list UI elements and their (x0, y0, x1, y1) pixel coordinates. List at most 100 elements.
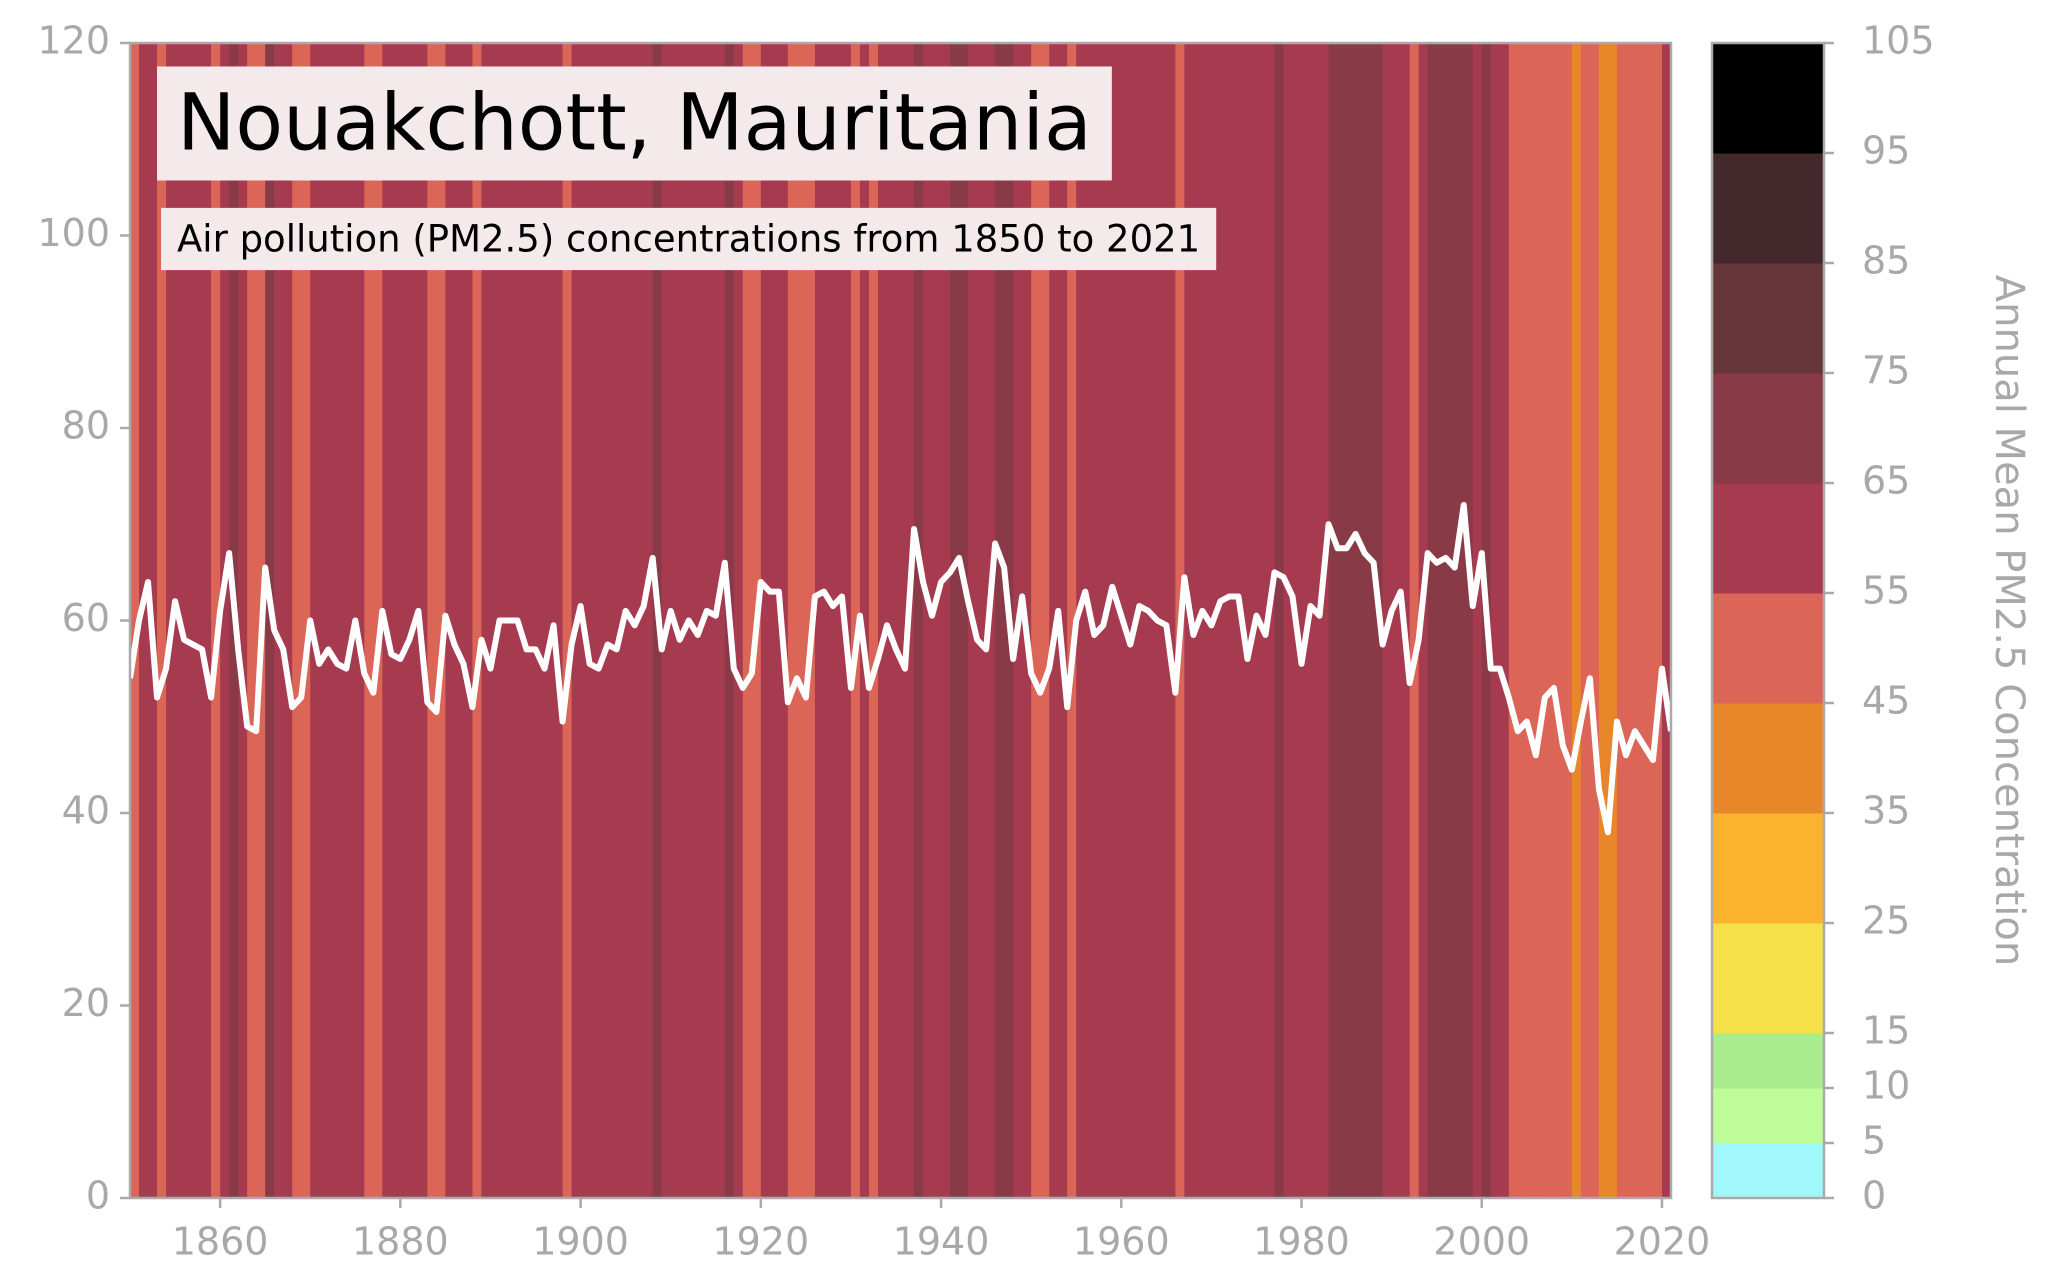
stripe (1076, 43, 1086, 1198)
stripe (373, 43, 383, 1198)
stripe (283, 43, 293, 1198)
y-tick-label: 120 (37, 19, 110, 63)
stripe (679, 43, 690, 1198)
stripe (1337, 43, 1348, 1198)
stripe (1409, 43, 1420, 1198)
stripe (184, 43, 194, 1198)
stripe (1671, 43, 1681, 1198)
stripe (544, 43, 555, 1198)
stripe (1526, 43, 1537, 1198)
stripe (1454, 43, 1465, 1198)
stripe (1346, 43, 1357, 1198)
colorbar-frame (1710, 41, 1826, 1200)
colorbar-segment (1712, 483, 1824, 594)
stripe (1166, 43, 1176, 1198)
stripe (238, 43, 248, 1198)
stripe (562, 43, 573, 1198)
stripe (1058, 43, 1068, 1198)
y-tick-label: 20 (62, 981, 110, 1025)
stripe (130, 43, 140, 1198)
stripe (193, 43, 203, 1198)
stripe (950, 43, 960, 1198)
stripe (1094, 43, 1104, 1198)
stripe (1427, 43, 1438, 1198)
stripe (895, 43, 906, 1198)
stripe (607, 43, 618, 1198)
stripe (787, 43, 798, 1198)
stripe (211, 43, 221, 1198)
x-tick-label: 1860 (172, 1220, 269, 1264)
colorbar-segment (1712, 1088, 1824, 1144)
stripe (1634, 43, 1645, 1198)
chart-subtitle: Air pollution (PM2.5) concentrations fro… (177, 218, 1200, 261)
chart-subtitle-box (161, 207, 1217, 271)
stripe (454, 43, 465, 1198)
stripe (463, 43, 474, 1198)
stripe (941, 43, 951, 1198)
stripe (427, 43, 437, 1198)
colorbar-tick-label: 85 (1862, 239, 1910, 283)
stripe (436, 43, 447, 1198)
stripe (1445, 43, 1456, 1198)
colorbar-segment (1712, 43, 1824, 154)
x-tick-label: 1920 (712, 1220, 809, 1264)
stripe (1544, 43, 1555, 1198)
colorbar-tick-label: 75 (1862, 349, 1910, 393)
stripe (1121, 43, 1131, 1198)
stripe (445, 43, 456, 1198)
colorbar-tick-label: 15 (1862, 1009, 1910, 1053)
stripe (1508, 43, 1519, 1198)
stripe (1364, 43, 1375, 1198)
colorbar-segment (1712, 593, 1824, 704)
stripe (1031, 43, 1041, 1198)
stripe (1643, 43, 1654, 1198)
colorbar-tick-label: 95 (1862, 129, 1910, 173)
stripe (1112, 43, 1122, 1198)
stripe (823, 43, 834, 1198)
stripe (643, 43, 654, 1198)
stripe (1274, 43, 1285, 1198)
colorbar-segment (1712, 923, 1824, 1034)
stripe (1040, 43, 1050, 1198)
colorbar-segment (1712, 263, 1824, 374)
stripe (1652, 43, 1663, 1198)
colorbar-segment (1712, 1033, 1824, 1089)
stripe (589, 43, 600, 1198)
colorbar-tick-label: 5 (1862, 1119, 1886, 1163)
stripe (1319, 43, 1330, 1198)
stripe (139, 43, 149, 1198)
stripe (472, 43, 483, 1198)
stripe (1283, 43, 1294, 1198)
chart-title-box (157, 66, 1112, 181)
stripe (1580, 43, 1591, 1198)
stripe (301, 43, 311, 1198)
stripe (355, 43, 365, 1198)
stripe (1463, 43, 1474, 1198)
stripe (814, 43, 825, 1198)
stripe (310, 43, 320, 1198)
stripe (418, 43, 428, 1198)
stripe (832, 43, 843, 1198)
colorbar-segment (1712, 703, 1824, 814)
colorbar-tick-label: 25 (1862, 899, 1910, 943)
colorbar-tick-label: 55 (1862, 569, 1910, 613)
y-tick-label: 100 (37, 211, 110, 255)
stripe (292, 43, 302, 1198)
stripe (1391, 43, 1402, 1198)
stripe (886, 43, 897, 1198)
stripe (517, 43, 528, 1198)
stripe (1616, 43, 1627, 1198)
colorbar-label: Annual Mean PM2.5 Concentration (1986, 275, 2032, 966)
colorbar-tick-label: 10 (1862, 1064, 1910, 1108)
stripe (1499, 43, 1510, 1198)
stripe (1148, 43, 1158, 1198)
stripe (706, 43, 717, 1198)
stripe (157, 43, 167, 1198)
stripe (1607, 43, 1618, 1198)
stripe (923, 43, 933, 1198)
stripe (1661, 43, 1671, 1198)
colorbar-segment (1712, 813, 1824, 924)
stripe (1328, 43, 1339, 1198)
stripe (1310, 43, 1321, 1198)
